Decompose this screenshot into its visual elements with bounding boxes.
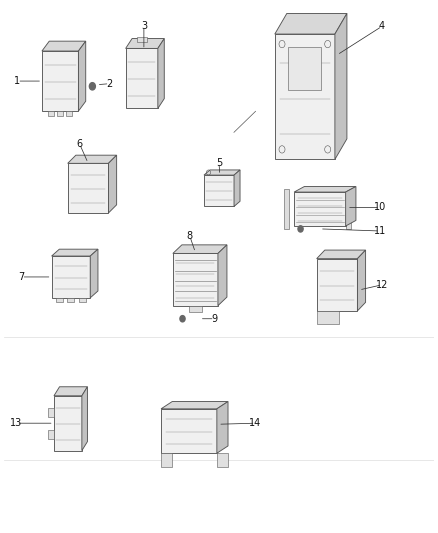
- Bar: [204, 175, 234, 206]
- Bar: [346, 189, 351, 229]
- Bar: [275, 34, 335, 159]
- Polygon shape: [294, 187, 356, 192]
- Bar: [67, 111, 72, 116]
- Text: 6: 6: [77, 139, 82, 149]
- Bar: [68, 163, 109, 213]
- Bar: [294, 192, 346, 226]
- Polygon shape: [52, 249, 98, 256]
- Bar: [48, 111, 54, 116]
- Polygon shape: [218, 245, 227, 306]
- Bar: [126, 49, 158, 109]
- Text: 13: 13: [10, 418, 22, 428]
- Polygon shape: [158, 38, 164, 109]
- Text: 2: 2: [106, 79, 113, 88]
- Bar: [48, 408, 54, 417]
- Polygon shape: [335, 13, 347, 159]
- Text: 12: 12: [376, 280, 389, 290]
- Text: 7: 7: [18, 272, 25, 282]
- Bar: [288, 46, 321, 91]
- Bar: [79, 298, 86, 302]
- Circle shape: [89, 83, 95, 90]
- Polygon shape: [161, 401, 228, 409]
- Polygon shape: [126, 38, 164, 49]
- Text: 10: 10: [374, 203, 386, 213]
- Bar: [317, 311, 339, 324]
- Polygon shape: [82, 387, 88, 450]
- Polygon shape: [275, 13, 347, 34]
- Bar: [173, 254, 218, 306]
- Text: 5: 5: [216, 158, 222, 168]
- Bar: [317, 259, 357, 311]
- Bar: [52, 256, 90, 298]
- Polygon shape: [68, 155, 117, 163]
- Bar: [54, 396, 82, 450]
- Polygon shape: [90, 249, 98, 298]
- Bar: [42, 51, 78, 111]
- Text: 4: 4: [379, 21, 385, 31]
- Polygon shape: [204, 170, 240, 175]
- Bar: [137, 37, 147, 42]
- Circle shape: [298, 226, 303, 232]
- Text: 8: 8: [187, 231, 193, 241]
- Polygon shape: [54, 387, 88, 396]
- Polygon shape: [78, 41, 86, 111]
- Bar: [284, 189, 289, 229]
- Polygon shape: [42, 41, 86, 51]
- Bar: [161, 409, 217, 453]
- Bar: [57, 111, 63, 116]
- Bar: [48, 430, 54, 439]
- Circle shape: [180, 316, 185, 322]
- Text: 1: 1: [14, 76, 20, 86]
- Polygon shape: [317, 250, 366, 259]
- Bar: [161, 453, 172, 466]
- Bar: [56, 298, 63, 302]
- Polygon shape: [173, 245, 227, 254]
- Text: 3: 3: [141, 21, 147, 31]
- Bar: [217, 453, 228, 466]
- Text: 9: 9: [212, 314, 218, 324]
- Bar: [189, 306, 202, 312]
- Text: 14: 14: [249, 418, 261, 428]
- Polygon shape: [234, 170, 240, 206]
- Polygon shape: [346, 187, 356, 226]
- Polygon shape: [217, 401, 228, 453]
- Polygon shape: [357, 250, 366, 311]
- Polygon shape: [109, 155, 117, 213]
- Text: 11: 11: [374, 226, 386, 236]
- Bar: [67, 298, 74, 302]
